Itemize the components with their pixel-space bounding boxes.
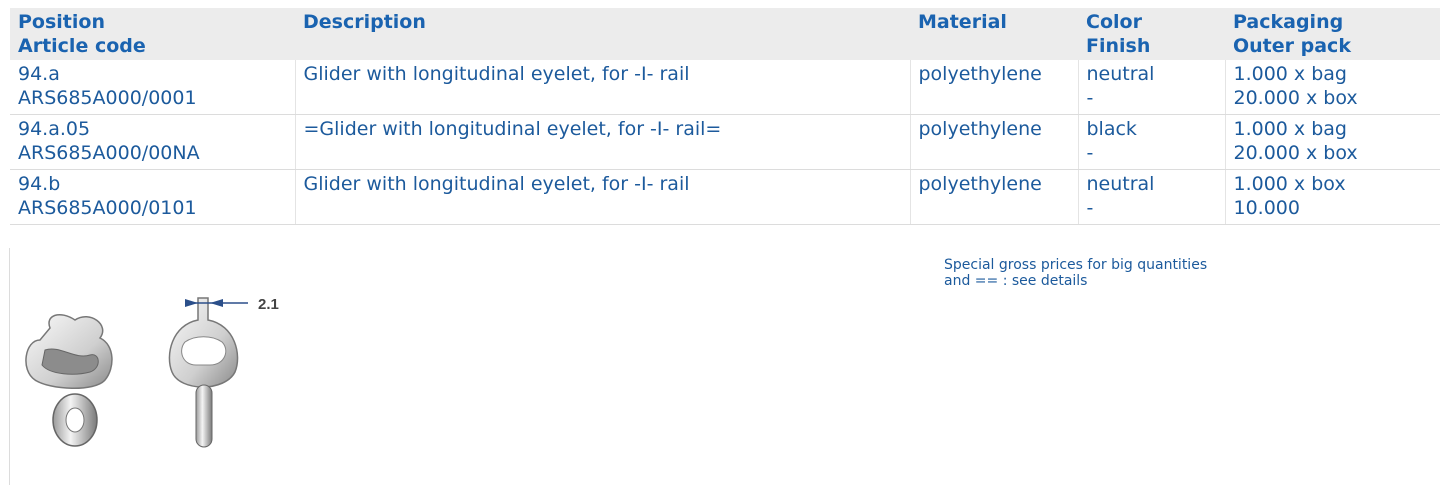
cell-line: black bbox=[1086, 118, 1137, 140]
table-cell: polyethylene bbox=[909, 114, 1078, 170]
table-cell: Glider with longitudinal eyelet, for -I-… bbox=[294, 169, 910, 225]
cell-line: 1.000 x bag bbox=[1233, 63, 1347, 85]
cell-line: - bbox=[1086, 142, 1094, 164]
dimension-label: 2.1 bbox=[258, 296, 279, 313]
table-cell: neutral - bbox=[1077, 169, 1225, 225]
cell-line: Finish bbox=[1086, 35, 1151, 57]
table-cell: 94.b ARS685A000/0101 bbox=[10, 169, 295, 225]
divider bbox=[9, 248, 10, 485]
table-body: 94.a ARS685A000/0001 Glider with longitudi… bbox=[10, 60, 1440, 225]
table-cell: 1.000 x box 10.000 bbox=[1224, 169, 1440, 225]
cell-line: 94.b bbox=[18, 173, 61, 195]
note-line: and == : see details bbox=[944, 273, 1088, 289]
table-row: 94.a.05 ARS685A000/00NA =Glider with longi… bbox=[10, 114, 1440, 170]
cell-line: 94.a bbox=[18, 63, 60, 85]
table-row: 94.a ARS685A000/0001 Glider with longitudi… bbox=[10, 60, 1440, 115]
table-cell: black - bbox=[1077, 114, 1225, 170]
table-cell: 94.a ARS685A000/0001 bbox=[10, 60, 295, 115]
cell-line: Description bbox=[303, 11, 426, 33]
table-cell: 94.a.05 ARS685A000/00NA bbox=[10, 114, 295, 170]
cell-line: Glider with longitudinal eyelet, for -I-… bbox=[303, 173, 690, 195]
table-cell: 1.000 x bag 20.000 x box bbox=[1224, 114, 1440, 170]
cell-line: Glider with longitudinal eyelet, for -I-… bbox=[303, 63, 690, 85]
cell-line: Article code bbox=[18, 35, 146, 57]
cell-line: ARS685A000/0101 bbox=[18, 197, 197, 219]
cell-line: neutral bbox=[1086, 173, 1155, 195]
cell-line: =Glider with longitudinal eyelet, for -I… bbox=[303, 118, 722, 140]
cell-line: 20.000 x box bbox=[1233, 142, 1358, 164]
cell-line: Position bbox=[18, 11, 105, 33]
cell-line: 94.a.05 bbox=[18, 118, 91, 140]
header-cell: Material bbox=[910, 8, 1078, 60]
table-cell: polyethylene bbox=[909, 169, 1078, 225]
product-drawing: 2.1 bbox=[25, 296, 279, 448]
cell-line: Material bbox=[918, 11, 1007, 33]
price-note: Special gross prices for big quantities … bbox=[944, 257, 1207, 289]
cell-line: polyethylene bbox=[918, 173, 1042, 195]
cell-line: polyethylene bbox=[918, 63, 1042, 85]
cell-line: Packaging bbox=[1233, 11, 1344, 33]
cell-line: 10.000 bbox=[1233, 197, 1300, 219]
table-row: 94.b ARS685A000/0101 Glider with longitudi… bbox=[10, 169, 1440, 225]
table-cell: =Glider with longitudinal eyelet, for -I… bbox=[294, 114, 910, 170]
cell-line: ARS685A000/00NA bbox=[18, 142, 200, 164]
cell-line: Color bbox=[1086, 11, 1142, 33]
cell-line: neutral bbox=[1086, 63, 1155, 85]
cell-line: Outer pack bbox=[1233, 35, 1351, 57]
product-table: Position Article code Description Material C… bbox=[10, 8, 1440, 225]
cell-line: - bbox=[1086, 87, 1094, 109]
cell-line: 20.000 x box bbox=[1233, 87, 1358, 109]
note-line: Special gross prices for big quantities bbox=[944, 257, 1208, 273]
table-cell: neutral - bbox=[1077, 60, 1225, 115]
header-cell: Packaging Outer pack bbox=[1225, 8, 1440, 60]
cell-line: 1.000 x bag bbox=[1233, 118, 1347, 140]
header-cell: Description bbox=[295, 8, 910, 60]
header-cell: Position Article code bbox=[10, 8, 295, 60]
table-cell: 1.000 x bag 20.000 x box bbox=[1224, 60, 1440, 115]
header-cell: Color Finish bbox=[1078, 8, 1225, 60]
header-row: Position Article code Description Material C… bbox=[10, 8, 1440, 60]
cell-line: - bbox=[1086, 197, 1094, 219]
cell-line: 1.000 x box bbox=[1233, 173, 1346, 195]
cell-line: polyethylene bbox=[918, 118, 1042, 140]
table-cell: polyethylene bbox=[909, 60, 1078, 115]
table-cell: Glider with longitudinal eyelet, for -I-… bbox=[294, 60, 910, 115]
cell-line: ARS685A000/0001 bbox=[18, 87, 197, 109]
